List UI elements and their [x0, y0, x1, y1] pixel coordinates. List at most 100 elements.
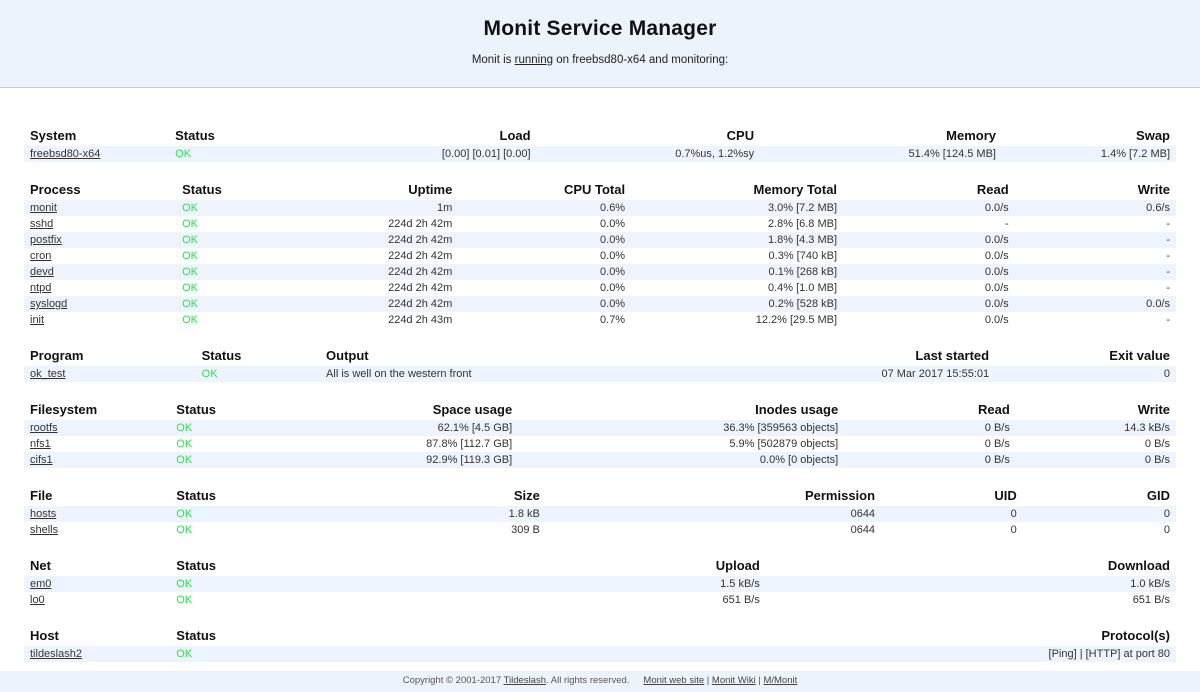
monit-web-site-link[interactable]: Monit web site: [643, 675, 705, 686]
status-cell: OK: [176, 232, 306, 248]
table-row: init OK 224d 2h 43m 0.7% 12.2% [29.5 MB] 0.0/…: [24, 312, 1176, 328]
permission-cell: 0644: [850, 508, 876, 520]
last-started-cell: 07 Mar 2017 15:55:01: [881, 368, 990, 380]
service-name-cell: hosts: [24, 506, 170, 522]
filesystem-service-link[interactable]: cifs1: [30, 454, 53, 466]
table-row: ntpd OK 224d 2h 42m 0.0% 0.4% [1.0 MB] 0.0/s -: [24, 280, 1176, 296]
write-cell: -: [1166, 282, 1170, 294]
table-row: cron OK 224d 2h 42m 0.0% 0.3% [740 kB] 0.0/s -: [24, 248, 1176, 264]
monit-status-line: Monit is running on freebsd80-x64 and mo…: [0, 54, 1200, 66]
runtime-link[interactable]: running: [514, 54, 554, 66]
uid-cell: 0: [1010, 524, 1017, 536]
header-row: System Status Load CPU Memory Swap: [24, 126, 1176, 146]
column-header-uptime: Uptime: [408, 182, 453, 197]
process-service-link[interactable]: cron: [30, 250, 52, 262]
status-cell: OK: [170, 592, 370, 608]
read-cell: 0.0/s: [984, 250, 1009, 262]
uptime-cell: 224d 2h 42m: [388, 298, 453, 310]
table-row: nfs1 OK 87.8% [112.7 GB] 5.9% [502879 objec…: [24, 436, 1176, 452]
program-service-link[interactable]: ok_test: [30, 368, 66, 380]
status-badge: OK: [182, 282, 198, 294]
column-header-net: Net: [30, 558, 51, 573]
process-service-link[interactable]: postfix: [30, 234, 62, 246]
table-file: File Status Size Permission UID GID hosts OK 1.8…: [24, 486, 1176, 538]
table-row: postfix OK 224d 2h 42m 0.0% 1.8% [4.3 MB] 0.0…: [24, 232, 1176, 248]
table-row: ok_test OK All is well on the western fron…: [24, 366, 1176, 382]
uptime-cell: 1m: [437, 202, 453, 214]
space-usage-cell: 87.8% [112.7 GB]: [426, 438, 513, 450]
status-cell: OK: [176, 296, 306, 312]
column-header-memory-total: Memory Total: [753, 182, 838, 197]
file-service-link[interactable]: shells: [30, 524, 59, 536]
service-name-cell: init: [24, 312, 176, 328]
service-name-cell: tildeslash2: [24, 646, 170, 662]
column-header-status: Status: [176, 488, 217, 503]
memory-total-cell: 0.1% [268 kB]: [768, 266, 838, 278]
write-cell: 0 B/s: [1144, 438, 1170, 450]
status-cell: OK: [170, 646, 370, 662]
read-cell: 0.0/s: [984, 266, 1009, 278]
host-service-link[interactable]: tildeslash2: [30, 648, 82, 660]
net-service-link[interactable]: em0: [30, 578, 52, 590]
cpu-total-cell: 0.7%: [600, 314, 626, 326]
inodes-usage-cell: 5.9% [502879 objects]: [729, 438, 839, 450]
process-service-link[interactable]: sshd: [30, 218, 54, 230]
status-cell: OK: [176, 248, 306, 264]
service-tables-container: System Status Load CPU Memory Swap freebsd80-x…: [24, 88, 1176, 671]
table-row: syslogd OK 224d 2h 42m 0.0% 0.2% [528 kB] 0.0…: [24, 296, 1176, 312]
uptime-cell: 224d 2h 43m: [388, 314, 453, 326]
status-badge: OK: [176, 578, 193, 590]
tildeslash-link[interactable]: Tildeslash: [503, 675, 546, 686]
service-name-cell: postfix: [24, 232, 176, 248]
table-row: rootfs OK 62.1% [4.5 GB] 36.3% [359563 obje…: [24, 420, 1176, 436]
status-badge: OK: [182, 314, 198, 326]
cpu-cell: 0.7%us, 1.2%sy: [675, 148, 755, 160]
process-service-link[interactable]: init: [30, 314, 45, 326]
column-header-host: Host: [30, 628, 59, 643]
system-service-link[interactable]: freebsd80-x64: [30, 148, 101, 160]
write-cell: -: [1166, 234, 1170, 246]
column-header-status: Status: [201, 348, 242, 363]
table-row: lo0 OK 651 B/s 651 B/s: [24, 592, 1176, 608]
service-name-cell: devd: [24, 264, 176, 280]
service-name-cell: cifs1: [24, 452, 170, 468]
column-header-cpu-total: CPU Total: [563, 182, 626, 197]
table-host: Host Status Protocol(s) tildeslash2 OK [Ping]…: [24, 626, 1176, 662]
process-service-link[interactable]: syslogd: [30, 298, 68, 310]
process-service-link[interactable]: monit: [30, 202, 57, 214]
header-row: Net Status Upload Download: [24, 556, 1176, 576]
column-header-exit-value: Exit value: [1109, 348, 1170, 363]
column-header-download: Download: [1107, 558, 1170, 573]
memory-total-cell: 2.8% [6.8 MB]: [767, 218, 838, 230]
net-service-link[interactable]: lo0: [30, 594, 45, 606]
filesystem-service-link[interactable]: rootfs: [30, 422, 58, 434]
status-badge: OK: [176, 454, 193, 466]
status-badge: OK: [182, 218, 198, 230]
process-service-link[interactable]: ntpd: [30, 282, 52, 294]
process-service-link[interactable]: devd: [30, 266, 54, 278]
write-cell: 0.6/s: [1146, 202, 1170, 214]
column-header-write: Write: [1137, 182, 1170, 197]
table-process: Process Status Uptime CPU Total Memory Total…: [24, 180, 1176, 328]
service-name-cell: lo0: [24, 592, 170, 608]
column-header-status: Status: [182, 182, 222, 197]
write-cell: 0.0/s: [1146, 298, 1170, 310]
service-name-cell: rootfs: [24, 420, 170, 436]
uptime-cell: 224d 2h 42m: [388, 266, 453, 278]
monit-wiki-link[interactable]: Monit Wiki: [711, 675, 756, 686]
column-header-inodes-usage: Inodes usage: [755, 402, 839, 417]
memory-total-cell: 12.2% [29.5 MB]: [755, 314, 838, 326]
service-name-cell: sshd: [24, 216, 176, 232]
service-name-cell: monit: [24, 200, 176, 216]
column-header-status: Status: [176, 628, 217, 643]
status-cell: OK: [170, 522, 345, 538]
mmonit-link[interactable]: M/Monit: [763, 675, 798, 686]
table-filesystem: Filesystem Status Space usage Inodes usage R…: [24, 400, 1176, 468]
table-row: em0 OK 1.5 kB/s 1.0 kB/s: [24, 576, 1176, 592]
status-badge: OK: [176, 648, 193, 660]
table-row: freebsd80-x64 OK [0.00] [0.01] [0.00] 0.7%u…: [24, 146, 1176, 162]
filesystem-service-link[interactable]: nfs1: [30, 438, 51, 450]
write-cell: 14.3 kB/s: [1124, 422, 1170, 434]
file-service-link[interactable]: hosts: [30, 508, 57, 520]
status-cell: OK: [170, 420, 317, 436]
